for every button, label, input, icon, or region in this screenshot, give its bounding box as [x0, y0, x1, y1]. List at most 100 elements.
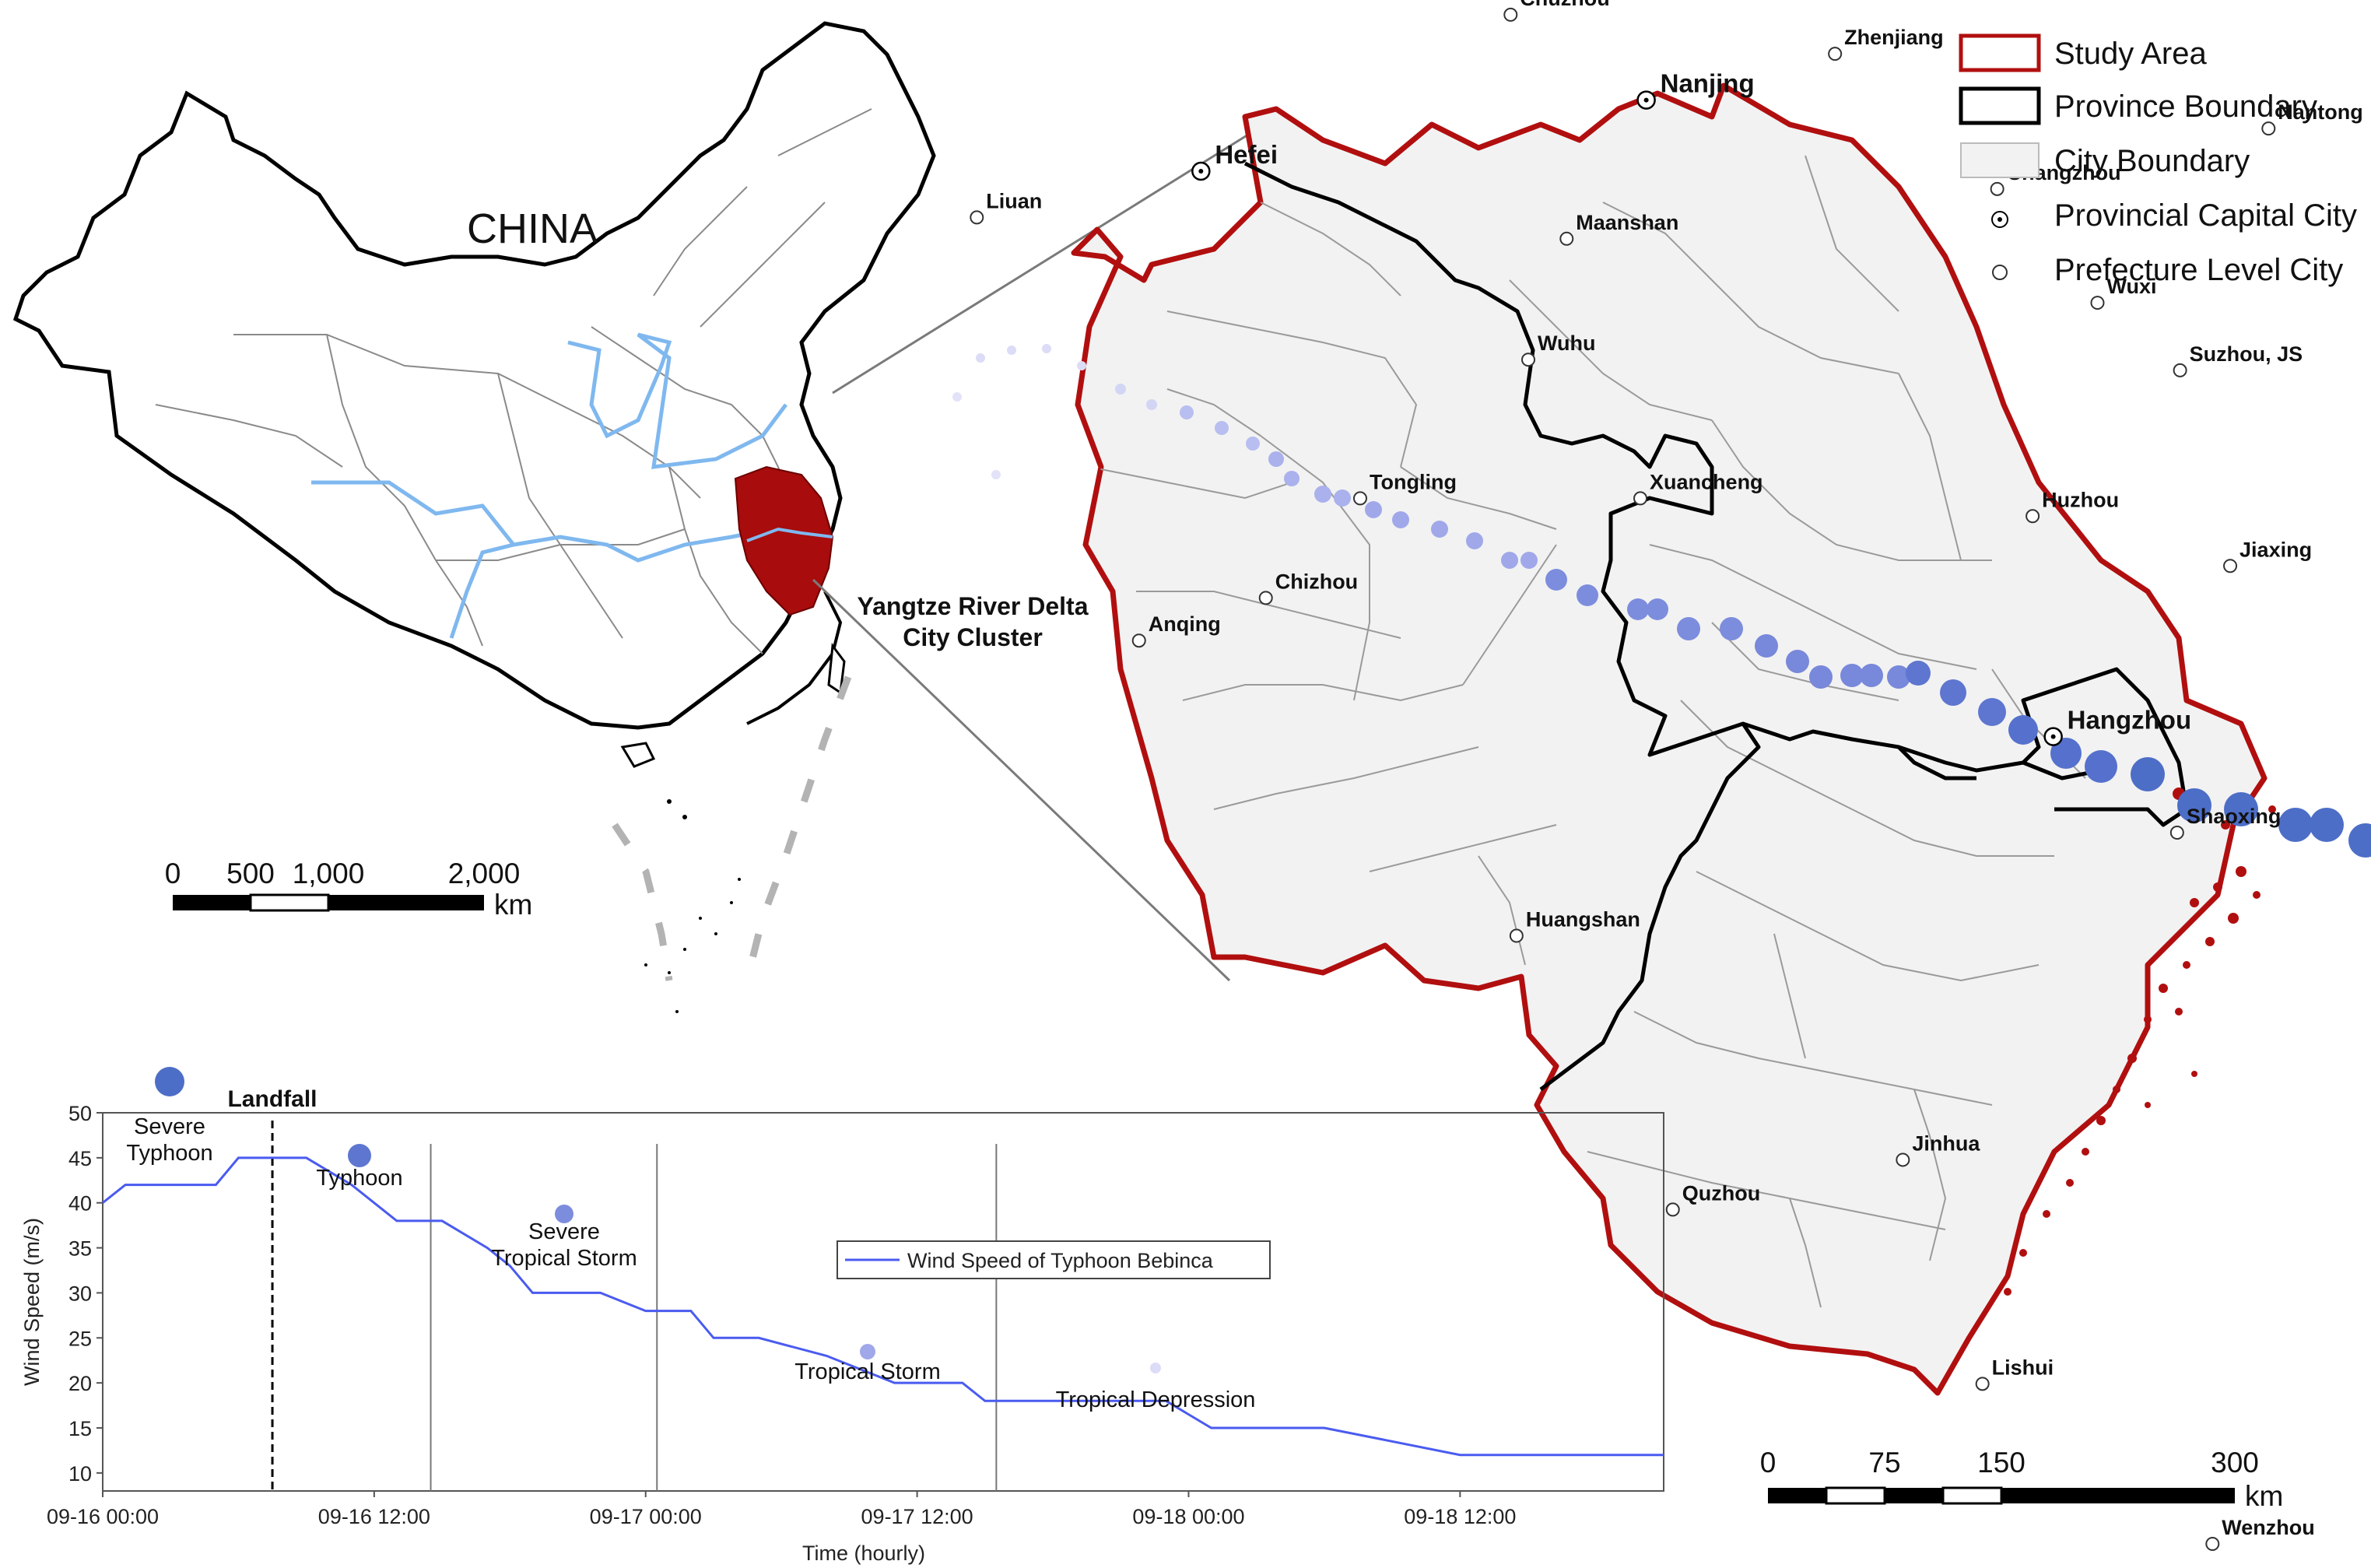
city-marker-xuancheng: [1633, 491, 1648, 506]
delta-scale-unit: km: [2245, 1480, 2283, 1512]
city-marker-liuan: [970, 210, 984, 225]
china-outline: [12, 21, 936, 730]
x-tick-label: 09-18 12:00: [1404, 1505, 1516, 1528]
phase-marker-tropical-depression: [1150, 1363, 1161, 1373]
city-marker-huzhou: [2026, 509, 2040, 524]
city-marker-quzhou: [1665, 1202, 1680, 1217]
china-map: CHINA Yangtze River Delta City Cluster 0…: [12, 21, 1265, 1013]
china-scale-tick-1: 500: [226, 858, 275, 889]
capital-label-hangzhou: Hangzhou: [2068, 706, 2191, 735]
city-marker-changzhou: [1990, 181, 2004, 196]
legend-provincial-capital: Provincial Capital City: [2054, 198, 2357, 233]
phase-marker-typhoon: [348, 1144, 371, 1167]
capital-dot-nanjing: [1643, 97, 1649, 103]
city-label-chuzhou: Chuzhou: [1520, 0, 1609, 10]
city-label-liuan: Liuan: [986, 189, 1042, 212]
city-marker-chizhou: [1258, 591, 1273, 605]
china-scale-tick-0: 0: [165, 858, 181, 889]
chart-legend-box: [837, 1240, 1271, 1279]
city-marker-huangshan: [1509, 928, 1524, 943]
capital-label-nanjing: Nanjing: [1661, 69, 1755, 98]
china-scale-tick-3: 2,000: [448, 858, 521, 889]
landfall-label: Landfall: [227, 1086, 317, 1112]
city-label-wuxi: Wuxi: [2106, 275, 2156, 298]
province-boundaries: [1243, 161, 2189, 1091]
city-label-anqing: Anqing: [1149, 612, 1221, 636]
x-tick-label: 09-17 00:00: [590, 1505, 702, 1528]
city-label-huangshan: Huangshan: [1526, 908, 1640, 931]
x-tick-label: 09-17 12:00: [861, 1505, 973, 1528]
china-yrd-river: [746, 527, 833, 542]
y-tick-label: 50: [68, 1102, 92, 1125]
legend-swatch-province: [1959, 86, 2041, 125]
delta-coast-islands: [2004, 788, 2291, 1296]
city-marker-wuxi: [2090, 296, 2105, 310]
city-label-tongling: Tongling: [1370, 470, 1457, 493]
x-tick-label: 09-16 12:00: [318, 1505, 430, 1528]
city-marker-wenzhou: [2205, 1537, 2220, 1551]
city-label-wenzhou: Wenzhou: [2222, 1516, 2314, 1539]
y-tick-label: 45: [68, 1147, 92, 1170]
china-province-lines: [155, 108, 872, 654]
city-label-chizhou: Chizhou: [1275, 570, 1358, 593]
delta-scale-tick-2: 150: [1977, 1447, 2026, 1479]
typhoon-track: [952, 344, 2371, 858]
city-label-xuancheng: Xuancheng: [1650, 470, 1763, 493]
city-label-lishui: Lishui: [1992, 1356, 2054, 1379]
city-marker-tongling: [1352, 491, 1367, 506]
city-label-jinhua: Jinhua: [1912, 1131, 1980, 1155]
y-tick-label: 25: [68, 1327, 92, 1350]
phase-label: Tropical Storm: [794, 1359, 940, 1384]
yrd-label-line2: City Cluster: [903, 623, 1043, 651]
city-label-jiaxing: Jiaxing: [2239, 538, 2312, 561]
city-marker-chuzhou: [1503, 7, 1518, 22]
city-label-zhenjiang: Zhenjiang: [1844, 26, 1944, 49]
south-china-sea-dashes: [612, 675, 852, 982]
study-area-boundary: [1071, 82, 2268, 1396]
city-label-huzhou: Huzhou: [2042, 488, 2119, 511]
city-label-shaoxing: Shaoxing: [2187, 805, 2282, 828]
legend-prefecture-city: Prefecture Level City: [2054, 253, 2343, 287]
yrd-label-line1: Yangtze River Delta: [858, 592, 1089, 620]
y-tick-label: 10: [68, 1462, 92, 1486]
south-china-sea-islands: [644, 799, 741, 1013]
x-tick-label: 09-16 00:00: [47, 1505, 159, 1528]
legend-swatch-city: [1960, 142, 2040, 178]
legend-swatch-study-area: [1959, 33, 2041, 72]
delta-map: XuzhouLianyungangBozhouHuaibeiSuqianSuzh…: [952, 0, 2371, 1551]
china-hainan: [620, 742, 656, 768]
city-marker-anqing: [1131, 633, 1146, 648]
china-scale-bar: 0 500 1,000 2,000 km: [165, 858, 533, 921]
delta-scale-tick-0: 0: [1760, 1447, 1776, 1479]
phase-label: Severe: [134, 1114, 205, 1139]
city-boundaries: [1089, 155, 2086, 1308]
y-tick-label: 40: [68, 1192, 92, 1215]
y-tick-label: 35: [68, 1237, 92, 1261]
y-tick-label: 15: [68, 1417, 92, 1440]
chart-layer: 10 15 20 25 30 35 40 45 50 09-16 00:00 09-16 12:00…: [47, 1067, 1664, 1528]
wind-speed-line: [102, 1156, 1664, 1457]
phase-label: Tropical Depression: [1056, 1387, 1256, 1412]
city-label-nantong: Nantong: [2278, 100, 2362, 124]
x-axis-label: Time (hourly): [802, 1542, 925, 1565]
phase-label: Tropical Storm: [491, 1246, 637, 1271]
phase-label: Typhoon: [316, 1166, 402, 1191]
legend-province-boundary: Province Boundary: [2054, 89, 2317, 124]
city-marker-shaoxing: [2169, 826, 2184, 840]
map-legend: Study Area Province Boundary City Bounda…: [1959, 33, 2357, 287]
capital-dot-hefei: [1198, 168, 1204, 174]
city-label-quzhou: Quzhou: [1682, 1181, 1760, 1205]
chart-legend-label: Wind Speed of Typhoon Bebinca: [907, 1249, 1214, 1272]
wind-chart: 10 15 20 25 30 35 40 45 50 09-16 00:00 09-16 12:00…: [20, 1067, 1664, 1565]
china-coast: [746, 591, 843, 725]
chart-legend: Wind Speed of Typhoon Bebinca: [837, 1240, 1271, 1279]
y-axis-label: Wind Speed (m/s): [20, 1218, 44, 1386]
city-marker-lishui: [1975, 1377, 1990, 1391]
zoom-line-bottom: [812, 578, 1231, 982]
city-label-suzhou-js: Suzhou, JS: [2190, 342, 2303, 366]
legend-prefecture-icon: [1992, 265, 2008, 280]
city-marker-zhenjiang: [1828, 47, 1843, 61]
city-marker-jinhua: [1896, 1152, 1910, 1167]
city-marker-wuhu: [1521, 353, 1536, 367]
